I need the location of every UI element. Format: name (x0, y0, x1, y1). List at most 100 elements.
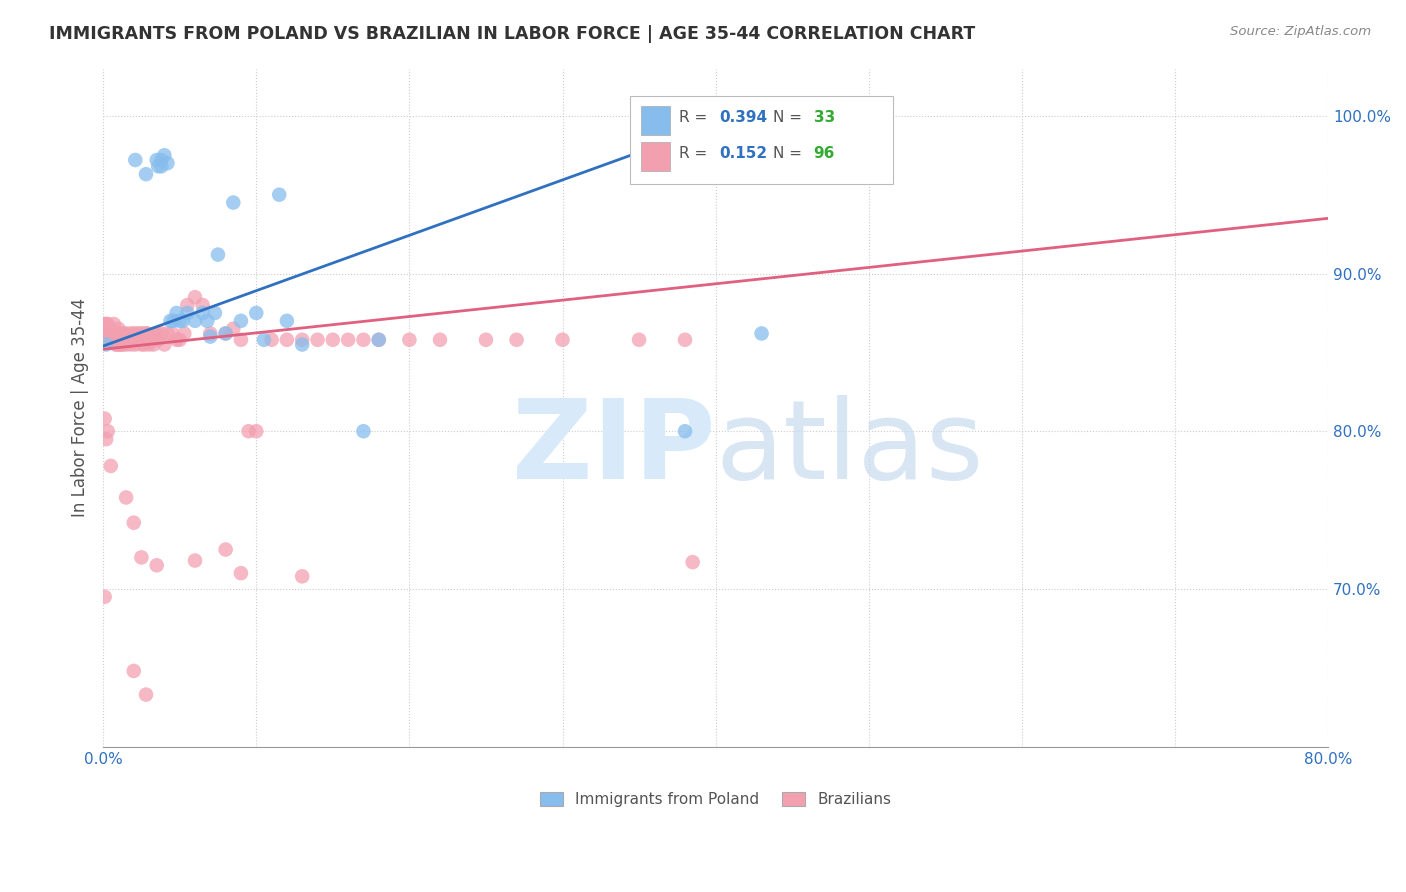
Point (751, 326, 773, 341)
Point (103, 333, 125, 347)
Point (122, 326, 145, 341)
Point (166, 306, 188, 320)
Point (101, 326, 124, 341)
Point (153, 148, 176, 162)
Text: ZIP: ZIP (512, 395, 716, 502)
Point (124, 337, 146, 351)
Point (169, 314, 191, 328)
Point (145, 153, 167, 167)
Point (352, 333, 374, 347)
Point (238, 424, 260, 438)
Point (200, 329, 222, 343)
Point (128, 326, 150, 341)
Point (214, 542, 236, 557)
Point (125, 326, 148, 341)
Point (159, 314, 181, 328)
Point (367, 333, 389, 347)
Point (93, 326, 115, 341)
Point (135, 167, 157, 181)
Point (145, 326, 167, 341)
Point (96, 432, 118, 446)
Point (114, 333, 136, 347)
Point (112, 326, 135, 341)
Point (141, 333, 163, 347)
Point (143, 326, 166, 341)
Point (173, 326, 195, 341)
Point (276, 333, 298, 347)
Point (98, 333, 121, 347)
Point (337, 333, 360, 347)
Point (505, 333, 527, 347)
Point (191, 306, 214, 320)
Y-axis label: In Labor Force | Age 35-44: In Labor Force | Age 35-44 (72, 298, 89, 517)
Point (160, 326, 183, 341)
Point (245, 424, 267, 438)
Point (115, 326, 138, 341)
Point (100, 333, 122, 347)
Point (200, 326, 222, 341)
Point (184, 290, 207, 304)
Point (131, 337, 153, 351)
Point (108, 326, 131, 341)
Point (103, 317, 125, 331)
Point (96, 317, 118, 331)
Text: Source: ZipAtlas.com: Source: ZipAtlas.com (1230, 25, 1371, 38)
Point (120, 337, 142, 351)
Point (121, 333, 143, 347)
Point (150, 326, 173, 341)
Point (100, 458, 122, 473)
Point (195, 314, 218, 328)
FancyBboxPatch shape (630, 95, 893, 184)
Point (176, 298, 198, 312)
Point (100, 322, 122, 336)
Text: N =: N = (773, 110, 807, 125)
Point (291, 337, 314, 351)
Text: 96: 96 (814, 145, 835, 161)
Text: IMMIGRANTS FROM POLAND VS BRAZILIAN IN LABOR FORCE | AGE 35-44 CORRELATION CHART: IMMIGRANTS FROM POLAND VS BRAZILIAN IN L… (49, 25, 976, 43)
Point (156, 156, 179, 170)
Point (682, 555, 704, 569)
Point (222, 322, 245, 336)
Point (139, 333, 162, 347)
Point (148, 159, 170, 173)
Point (291, 333, 314, 347)
Point (124, 153, 146, 167)
Point (93, 317, 115, 331)
Point (97, 326, 120, 341)
Text: 33: 33 (814, 110, 835, 125)
Point (93, 411, 115, 425)
Point (142, 337, 165, 351)
Point (367, 333, 389, 347)
Point (207, 247, 229, 261)
Point (222, 195, 245, 210)
Point (115, 337, 138, 351)
Point (162, 314, 184, 328)
Point (105, 326, 128, 341)
Point (260, 333, 283, 347)
Point (673, 424, 696, 438)
Point (98, 326, 121, 341)
Point (127, 333, 149, 347)
Point (352, 424, 374, 438)
Point (229, 333, 252, 347)
Text: 0.152: 0.152 (720, 145, 768, 161)
Point (110, 326, 132, 341)
Point (276, 314, 298, 328)
Point (93, 333, 115, 347)
Point (132, 326, 155, 341)
Point (150, 159, 173, 173)
Point (191, 298, 214, 312)
Point (269, 187, 291, 202)
Point (131, 550, 153, 565)
Point (97, 317, 120, 331)
Point (204, 306, 226, 320)
Point (105, 337, 128, 351)
Point (112, 337, 135, 351)
Point (398, 333, 420, 347)
Point (134, 337, 156, 351)
Point (184, 553, 207, 567)
Point (97, 424, 120, 438)
Point (322, 333, 344, 347)
Point (96, 337, 118, 351)
Point (96, 326, 118, 341)
